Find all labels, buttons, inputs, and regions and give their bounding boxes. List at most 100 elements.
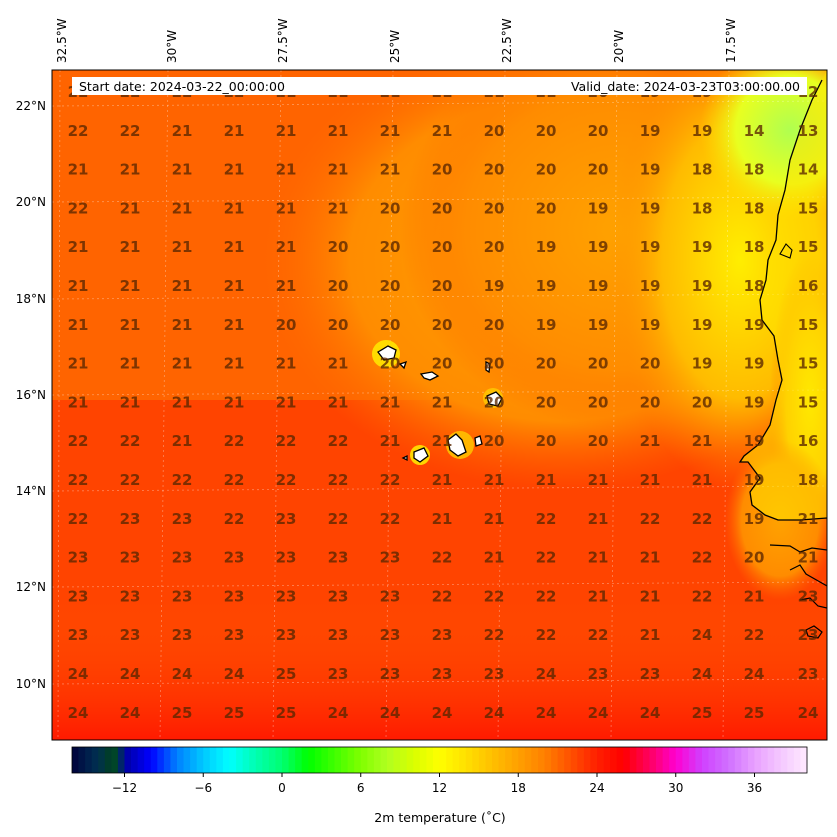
colorbar-cell (177, 747, 184, 773)
temperature-value: 24 (120, 665, 141, 683)
temperature-value: 21 (380, 161, 401, 179)
temperature-value: 19 (588, 316, 609, 334)
island-sal (485, 360, 491, 374)
temperature-value: 23 (68, 587, 89, 605)
lon-label: 20°W (612, 30, 626, 63)
temperature-value: 22 (380, 471, 401, 489)
colorbar-cell (524, 747, 532, 773)
temperature-value: 23 (798, 665, 819, 683)
temperature-value: 21 (120, 393, 141, 411)
temperature-value: 21 (172, 199, 193, 217)
temperature-value: 15 (798, 355, 819, 373)
temperature-value: 22 (432, 549, 453, 567)
colorbar-cell (432, 747, 440, 773)
colorbar-cell (150, 747, 158, 773)
temperature-value: 21 (432, 122, 453, 140)
temperature-value: 19 (692, 316, 713, 334)
temperature-value: 21 (588, 587, 609, 605)
temperature-value: 20 (588, 393, 609, 411)
temperature-value: 25 (224, 704, 245, 722)
colorbar-cell (774, 747, 782, 773)
temperature-value: 18 (744, 238, 765, 256)
header-bar: Start date: 2024-03-22_00:00:00 Valid_da… (72, 77, 807, 95)
colorbar-cell (551, 747, 559, 773)
colorbar-cell (98, 747, 106, 773)
temperature-value: 23 (588, 665, 609, 683)
temperature-value: 23 (172, 587, 193, 605)
temperature-value: 21 (120, 277, 141, 295)
temperature-value: 20 (588, 161, 609, 179)
colorbar-tick-label: −6 (194, 781, 212, 795)
colorbar-cell (190, 747, 198, 773)
colorbar-cell (439, 747, 447, 773)
colorbar-cell (327, 747, 335, 773)
temperature-value: 22 (744, 626, 765, 644)
temperature-value: 22 (224, 432, 245, 450)
temperature-value: 25 (692, 704, 713, 722)
temperature-value: 21 (224, 161, 245, 179)
banc-arguin (779, 243, 793, 259)
colorbar-cell (505, 747, 513, 773)
island-boa-vista (486, 391, 503, 407)
temperature-value: 20 (484, 432, 505, 450)
temperature-value: 24 (120, 704, 141, 722)
temperature-value: 22 (536, 626, 557, 644)
colorbar-tick-label: 30 (668, 781, 683, 795)
temperature-value: 20 (380, 355, 401, 373)
colorbar-cell (492, 747, 499, 773)
temperature-value: 21 (640, 471, 661, 489)
colorbar-cell (131, 747, 139, 773)
temperature-value: 21 (172, 161, 193, 179)
temperature-value: 20 (484, 199, 505, 217)
temperature-value: 19 (744, 432, 765, 450)
temperature-value: 23 (120, 587, 141, 605)
temperature-value: 24 (328, 704, 349, 722)
temperature-value: 20 (640, 393, 661, 411)
temperature-value: 23 (276, 587, 297, 605)
temperature-value: 21 (68, 355, 89, 373)
temperature-value: 23 (120, 626, 141, 644)
colorbar-cell (767, 747, 775, 773)
temperature-value: 22 (68, 199, 89, 217)
temperature-value: 21 (536, 471, 557, 489)
colorbar-cell (669, 747, 677, 773)
temperature-value: 20 (640, 355, 661, 373)
temperature-value: 22 (536, 549, 557, 567)
island-santo-antao (377, 345, 397, 361)
temperature-value: 19 (536, 277, 557, 295)
temperature-value: 22 (224, 471, 245, 489)
temperature-value: 20 (380, 238, 401, 256)
colorbar-cell (262, 747, 270, 773)
colorbar-cell (721, 747, 729, 773)
island-fogo (413, 447, 429, 463)
temperature-value: 23 (224, 587, 245, 605)
colorbar-cell (400, 747, 408, 773)
colorbar-cell (728, 747, 736, 773)
temperature-value: 23 (328, 549, 349, 567)
temperature-value: 20 (432, 316, 453, 334)
latitude-labels: 22°N 20°N 18°N 16°N 14°N 12°N 10°N (16, 99, 46, 691)
colorbar-cell (314, 747, 322, 773)
gambia-coast (769, 544, 827, 553)
temperature-value: 23 (328, 587, 349, 605)
lat-label: 12°N (16, 580, 46, 594)
colorbar-cell (695, 747, 703, 773)
colorbar-cell (124, 747, 132, 773)
temperature-value: 21 (276, 199, 297, 217)
temperature-value: 19 (640, 277, 661, 295)
colorbar-cell (321, 747, 329, 773)
temperature-value: 20 (432, 277, 453, 295)
island-sao-nicolau (419, 371, 440, 381)
temperature-value: 21 (380, 393, 401, 411)
temperature-value: 23 (68, 549, 89, 567)
temperature-value: 20 (484, 316, 505, 334)
colorbar-cell (209, 747, 217, 773)
temperature-value: 21 (224, 393, 245, 411)
temperature-value: 21 (224, 277, 245, 295)
temperature-value: 22 (276, 471, 297, 489)
temperature-value: 21 (224, 122, 245, 140)
colorbar-cell (616, 747, 624, 773)
colorbar-cell (682, 747, 690, 773)
